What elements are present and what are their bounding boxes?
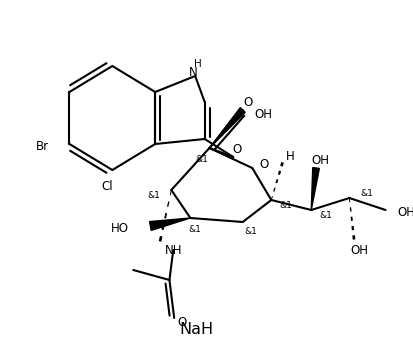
Text: H: H — [286, 150, 295, 163]
Text: O: O — [243, 95, 252, 108]
Text: OH: OH — [397, 206, 413, 219]
Text: O: O — [177, 317, 186, 329]
Text: O: O — [259, 158, 268, 170]
Text: OH: OH — [312, 154, 330, 166]
Text: &1: &1 — [279, 201, 292, 210]
Text: Cl: Cl — [102, 179, 114, 193]
Text: &1: &1 — [244, 228, 257, 237]
Polygon shape — [150, 218, 190, 230]
Text: N: N — [189, 67, 198, 79]
Text: &1: &1 — [319, 210, 332, 219]
Text: NH: NH — [164, 244, 182, 257]
Text: NaH: NaH — [179, 323, 213, 337]
Polygon shape — [311, 167, 319, 210]
Text: Br: Br — [36, 139, 48, 153]
Polygon shape — [209, 108, 245, 148]
Text: &1: &1 — [195, 155, 208, 165]
Text: &1: &1 — [189, 226, 202, 234]
Text: H: H — [194, 59, 202, 69]
Text: &1: &1 — [148, 191, 161, 201]
Text: OH: OH — [255, 107, 273, 120]
Text: HO: HO — [111, 222, 128, 234]
Text: OH: OH — [350, 244, 368, 257]
Text: O: O — [233, 142, 242, 155]
Text: &1: &1 — [360, 189, 373, 198]
